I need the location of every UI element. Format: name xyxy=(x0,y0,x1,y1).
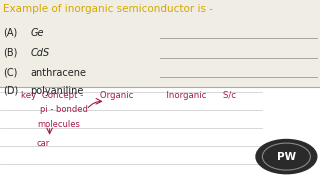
Bar xyxy=(0,87,320,180)
Text: Example of inorganic semiconductor is -: Example of inorganic semiconductor is - xyxy=(3,4,213,15)
Text: (D): (D) xyxy=(3,86,19,96)
Text: (A): (A) xyxy=(3,28,18,38)
Text: (B): (B) xyxy=(3,48,18,58)
Text: CdS: CdS xyxy=(30,48,50,58)
Text: (C): (C) xyxy=(3,68,18,78)
Text: Ge: Ge xyxy=(30,28,44,38)
Text: pi - bonded: pi - bonded xyxy=(40,105,88,114)
Text: molecules: molecules xyxy=(37,120,80,129)
Text: PW: PW xyxy=(277,152,296,162)
Text: anthracene: anthracene xyxy=(30,68,86,78)
Text: key  Concept -      Organic            Inorganic      S/c: key Concept - Organic Inorganic S/c xyxy=(21,91,236,100)
Text: car: car xyxy=(37,140,50,148)
Circle shape xyxy=(256,140,317,174)
Text: polyaniline: polyaniline xyxy=(30,86,84,96)
